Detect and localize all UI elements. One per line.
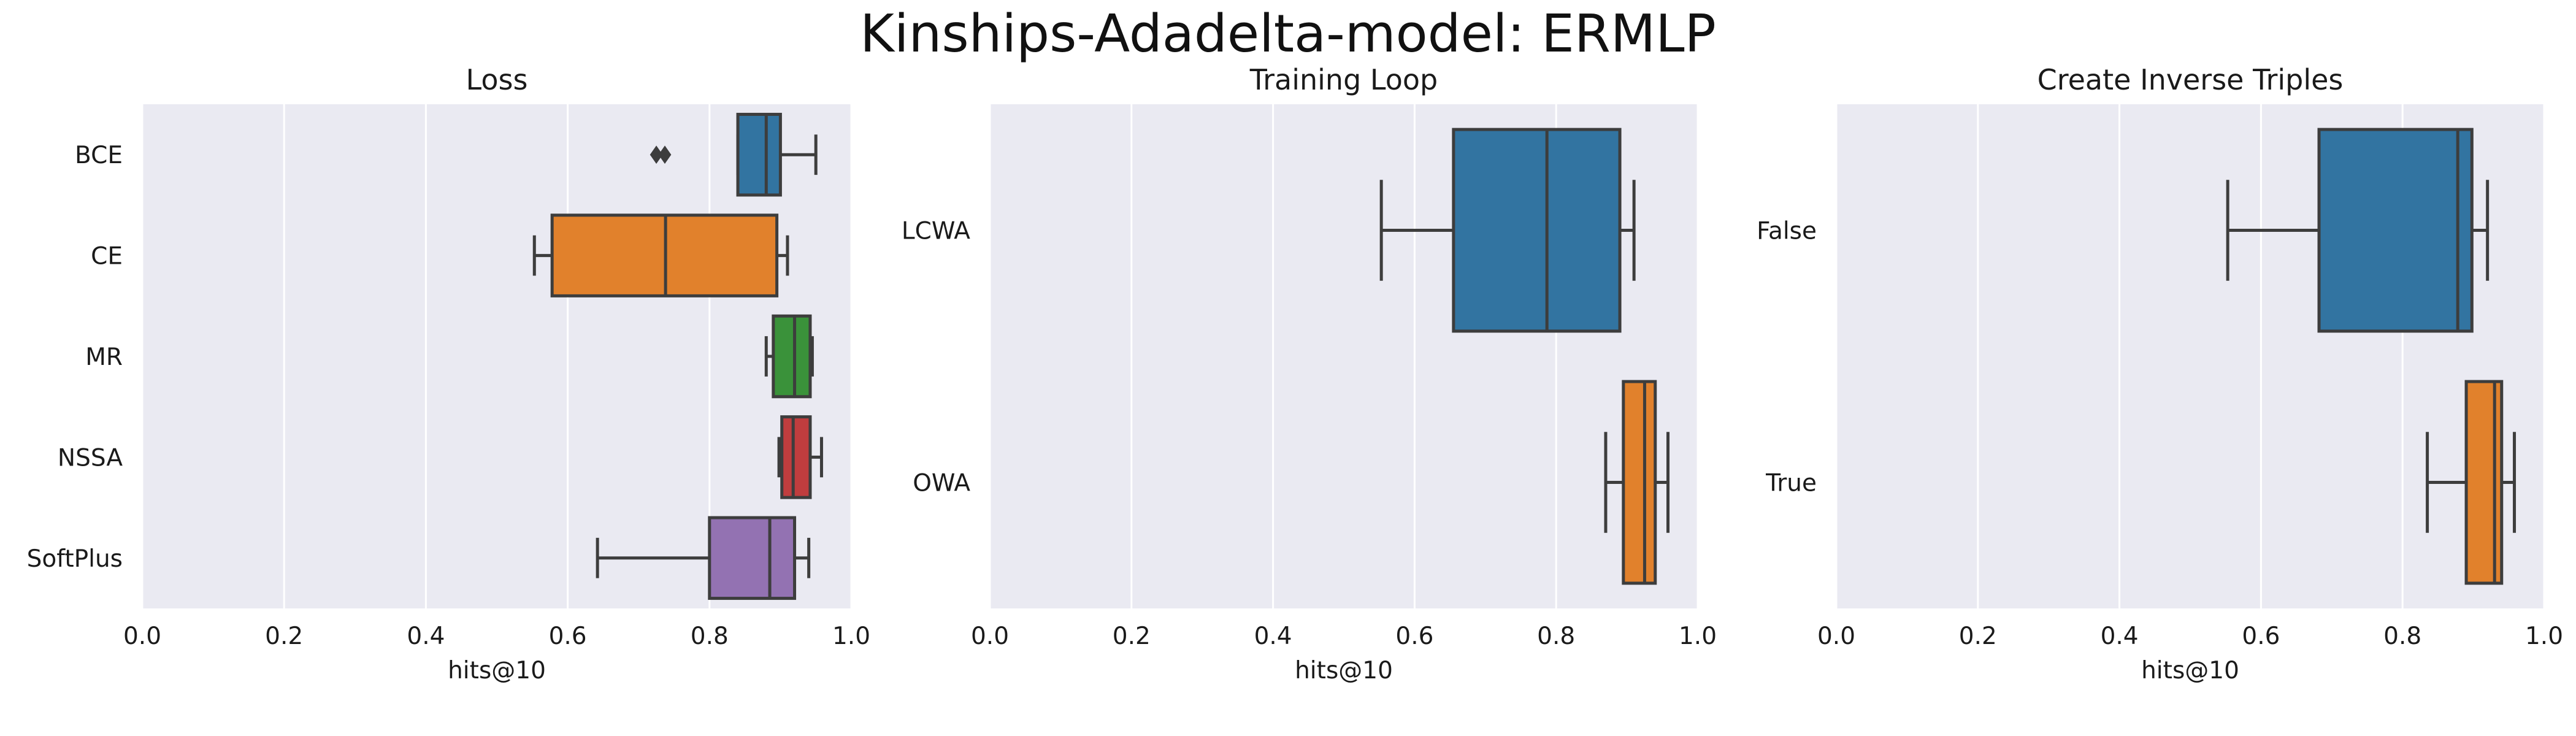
- panel-title: Create Inverse Triples: [2037, 63, 2344, 96]
- box-mr: [764, 314, 814, 399]
- box-iqr: [2317, 128, 2474, 333]
- x-axis-label: hits@10: [2141, 657, 2239, 684]
- x-tick-label: 0.8: [691, 623, 729, 650]
- box-lcwa: [1379, 128, 1636, 333]
- y-tick-label: False: [1757, 218, 1817, 245]
- x-tick-label: 0.6: [549, 623, 587, 650]
- panel-3: 0.0 0.2 0.4 0.6 0.8 1.0 Create Inverse Triples…: [1757, 63, 2563, 684]
- x-tick-label: 0.0: [971, 623, 1009, 650]
- y-tick-label: OWA: [913, 470, 970, 497]
- x-tick-label: 1.0: [832, 623, 870, 650]
- box-owa: [1604, 380, 1670, 585]
- box-nssa: [777, 415, 823, 499]
- panel-2: 0.0 0.2 0.4 0.6 0.8 1.0 Training Loop hits@10 LC…: [902, 63, 1717, 684]
- box-ce: [532, 213, 789, 297]
- x-tick-label: 0.4: [2101, 623, 2139, 650]
- box-true: [2426, 380, 2517, 585]
- box-iqr: [1452, 128, 1622, 333]
- box-bce: [650, 112, 818, 197]
- y-tick-label: CE: [91, 243, 123, 270]
- figure-title: Kinships-Adadelta-model: ERMLP: [860, 4, 1716, 64]
- y-tick-label: True: [1765, 470, 1817, 497]
- x-tick-label: 0.2: [1959, 623, 1997, 650]
- x-tick-label: 0.8: [1537, 623, 1575, 650]
- x-tick-label: 0.4: [1254, 623, 1292, 650]
- x-tick-label: 0.0: [1817, 623, 1855, 650]
- x-tick-label: 1.0: [1679, 623, 1717, 650]
- x-axis-label: hits@10: [1295, 657, 1393, 684]
- y-tick-label: LCWA: [902, 218, 970, 245]
- panel-title: Loss: [466, 63, 528, 96]
- box-iqr: [2464, 380, 2504, 585]
- x-tick-label: 0.4: [407, 623, 445, 650]
- x-tick-label: 0.6: [2242, 623, 2280, 650]
- y-tick-label: NSSA: [58, 444, 123, 472]
- box-iqr: [1622, 380, 1657, 585]
- x-tick-label: 0.2: [265, 623, 303, 650]
- y-tick-label: SoftPlus: [27, 545, 123, 573]
- box-iqr: [772, 314, 812, 399]
- box-iqr: [708, 516, 797, 600]
- panel-title: Training Loop: [1249, 63, 1438, 96]
- box-iqr: [736, 112, 782, 197]
- outlier-point: [658, 145, 672, 164]
- panel-1: 0.0 0.2 0.4 0.6 0.8 1.0 Loss hits@10 BCE CE MR NSSA…: [27, 63, 870, 684]
- y-tick-label: MR: [85, 343, 123, 371]
- outlier-point: [650, 145, 663, 164]
- x-tick-label: 0.0: [123, 623, 161, 650]
- x-tick-label: 0.2: [1113, 623, 1151, 650]
- x-axis-label: hits@10: [448, 657, 546, 684]
- box-false: [2226, 128, 2490, 333]
- x-tick-label: 0.6: [1395, 623, 1433, 650]
- x-tick-label: 1.0: [2525, 623, 2563, 650]
- box-softplus: [596, 516, 811, 600]
- box-iqr: [780, 415, 812, 499]
- y-tick-label: BCE: [75, 142, 123, 169]
- x-tick-label: 0.8: [2383, 623, 2421, 650]
